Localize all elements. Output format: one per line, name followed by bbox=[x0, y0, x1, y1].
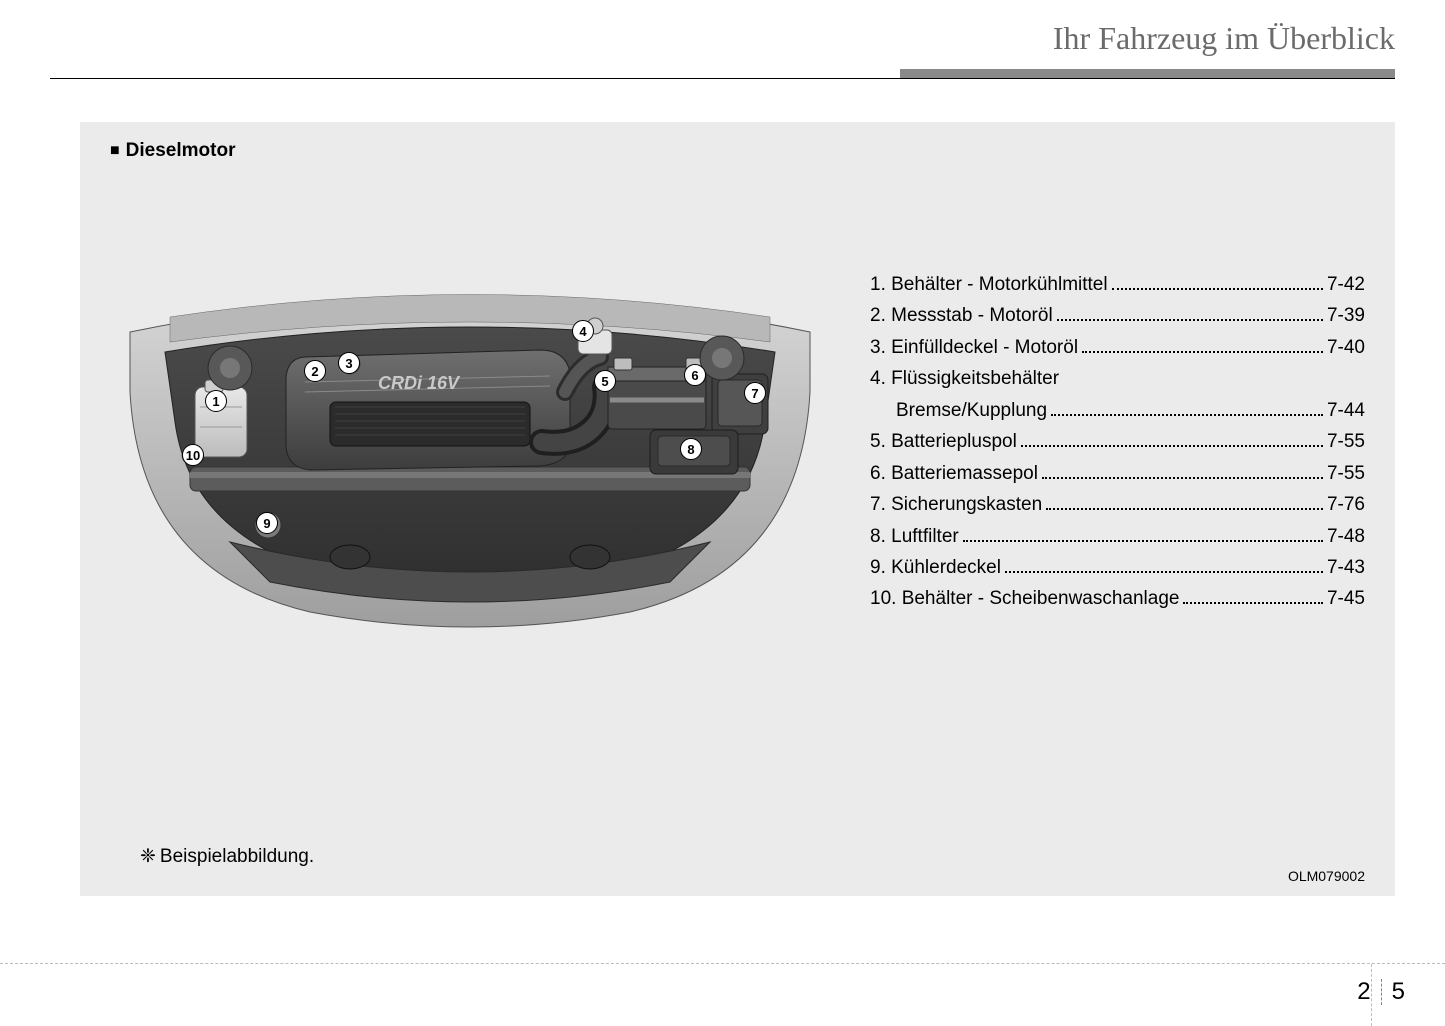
part-dots bbox=[1057, 319, 1323, 321]
part-row: 4. Flüssigkeitsbehälter bbox=[870, 364, 1365, 393]
footnote-text: Beispielabbildung. bbox=[160, 846, 314, 867]
part-row: 3. Einfülldeckel - Motoröl 7-40 bbox=[870, 333, 1365, 362]
part-page: 7-43 bbox=[1327, 553, 1365, 582]
trim-dash-bottom bbox=[0, 963, 1445, 964]
part-page: 7-45 bbox=[1327, 584, 1365, 613]
part-label: 9. Kühlerdeckel bbox=[870, 553, 1001, 582]
footnote: ❈Beispielabbildung. bbox=[140, 845, 314, 868]
part-label: 5. Batteriepluspol bbox=[870, 427, 1017, 456]
part-page: 7-42 bbox=[1327, 270, 1365, 299]
part-dots bbox=[1183, 602, 1322, 604]
header-line bbox=[50, 78, 1395, 79]
part-page: 7-76 bbox=[1327, 490, 1365, 519]
callout-5: 5 bbox=[594, 370, 616, 392]
part-dots bbox=[1051, 414, 1323, 416]
page-header: Ihr Fahrzeug im Überblick bbox=[50, 20, 1395, 79]
part-row: 2. Messstab - Motoröl 7-39 bbox=[870, 301, 1365, 330]
part-row: 9. Kühlerdeckel 7-43 bbox=[870, 553, 1365, 582]
page-separator bbox=[1381, 979, 1382, 1005]
part-page: 7-55 bbox=[1327, 427, 1365, 456]
page-section: 2 bbox=[1357, 978, 1370, 1006]
part-dots bbox=[1042, 477, 1323, 479]
part-dots bbox=[963, 540, 1323, 542]
part-label: 2. Messstab - Motoröl bbox=[870, 301, 1053, 330]
part-label: 6. Batteriemassepol bbox=[870, 459, 1038, 488]
callout-7: 7 bbox=[744, 382, 766, 404]
callout-6: 6 bbox=[684, 364, 706, 386]
parts-list: 1. Behälter - Motorkühlmittel7-422. Mess… bbox=[870, 270, 1365, 616]
part-page: 7-39 bbox=[1327, 301, 1365, 330]
footnote-symbol-icon: ❈ bbox=[140, 846, 156, 867]
engine-illustration: CRDi 16V bbox=[110, 272, 830, 632]
part-label: 8. Luftfilter bbox=[870, 522, 959, 551]
part-label: 3. Einfülldeckel - Motoröl bbox=[870, 333, 1078, 362]
part-row: 10. Behälter - Scheibenwaschanlage 7-45 bbox=[870, 584, 1365, 613]
part-row: 7. Sicherungskasten 7-76 bbox=[870, 490, 1365, 519]
section-title: ■ Dieselmotor bbox=[110, 140, 1365, 162]
part-dots bbox=[1046, 508, 1323, 510]
part-page: 7-55 bbox=[1327, 459, 1365, 488]
engine-diagram: CRDi 16V bbox=[110, 272, 830, 632]
part-label: 4. Flüssigkeitsbehälter bbox=[870, 364, 1059, 393]
header-title: Ihr Fahrzeug im Überblick bbox=[50, 20, 1395, 65]
part-label: 1. Behälter - Motorkühlmittel bbox=[870, 270, 1108, 299]
part-page: 7-40 bbox=[1327, 333, 1365, 362]
section-title-text: Dieselmotor bbox=[126, 140, 236, 161]
part-row: 5. Batteriepluspol 7-55 bbox=[870, 427, 1365, 456]
callout-3: 3 bbox=[338, 352, 360, 374]
engine-badge-text: CRDi 16V bbox=[378, 373, 461, 393]
part-dots bbox=[1021, 445, 1323, 447]
part-dots bbox=[1005, 571, 1323, 573]
part-row: 6. Batteriemassepol 7-55 bbox=[870, 459, 1365, 488]
callout-10: 10 bbox=[182, 444, 204, 466]
part-label: Bremse/Kupplung bbox=[896, 396, 1047, 425]
callout-9: 9 bbox=[256, 512, 278, 534]
part-row: Bremse/Kupplung 7-44 bbox=[870, 396, 1365, 425]
part-row: 8. Luftfilter 7-48 bbox=[870, 522, 1365, 551]
page-footer: 2 5 bbox=[1357, 978, 1405, 1006]
part-page: 7-48 bbox=[1327, 522, 1365, 551]
callout-2: 2 bbox=[304, 360, 326, 382]
part-label: 10. Behälter - Scheibenwaschanlage bbox=[870, 584, 1179, 613]
callout-1: 1 bbox=[205, 390, 227, 412]
part-label: 7. Sicherungskasten bbox=[870, 490, 1042, 519]
content-box: ■ Dieselmotor bbox=[80, 122, 1395, 896]
page-number: 5 bbox=[1392, 978, 1405, 1006]
image-code: OLM079002 bbox=[1288, 868, 1365, 884]
part-row: 1. Behälter - Motorkühlmittel 7-42 bbox=[870, 270, 1365, 299]
part-dots bbox=[1112, 288, 1323, 290]
part-dots bbox=[1082, 351, 1323, 353]
part-page: 7-44 bbox=[1327, 396, 1365, 425]
callout-8: 8 bbox=[680, 438, 702, 460]
callout-4: 4 bbox=[572, 320, 594, 342]
bullet-square-icon: ■ bbox=[110, 142, 120, 159]
